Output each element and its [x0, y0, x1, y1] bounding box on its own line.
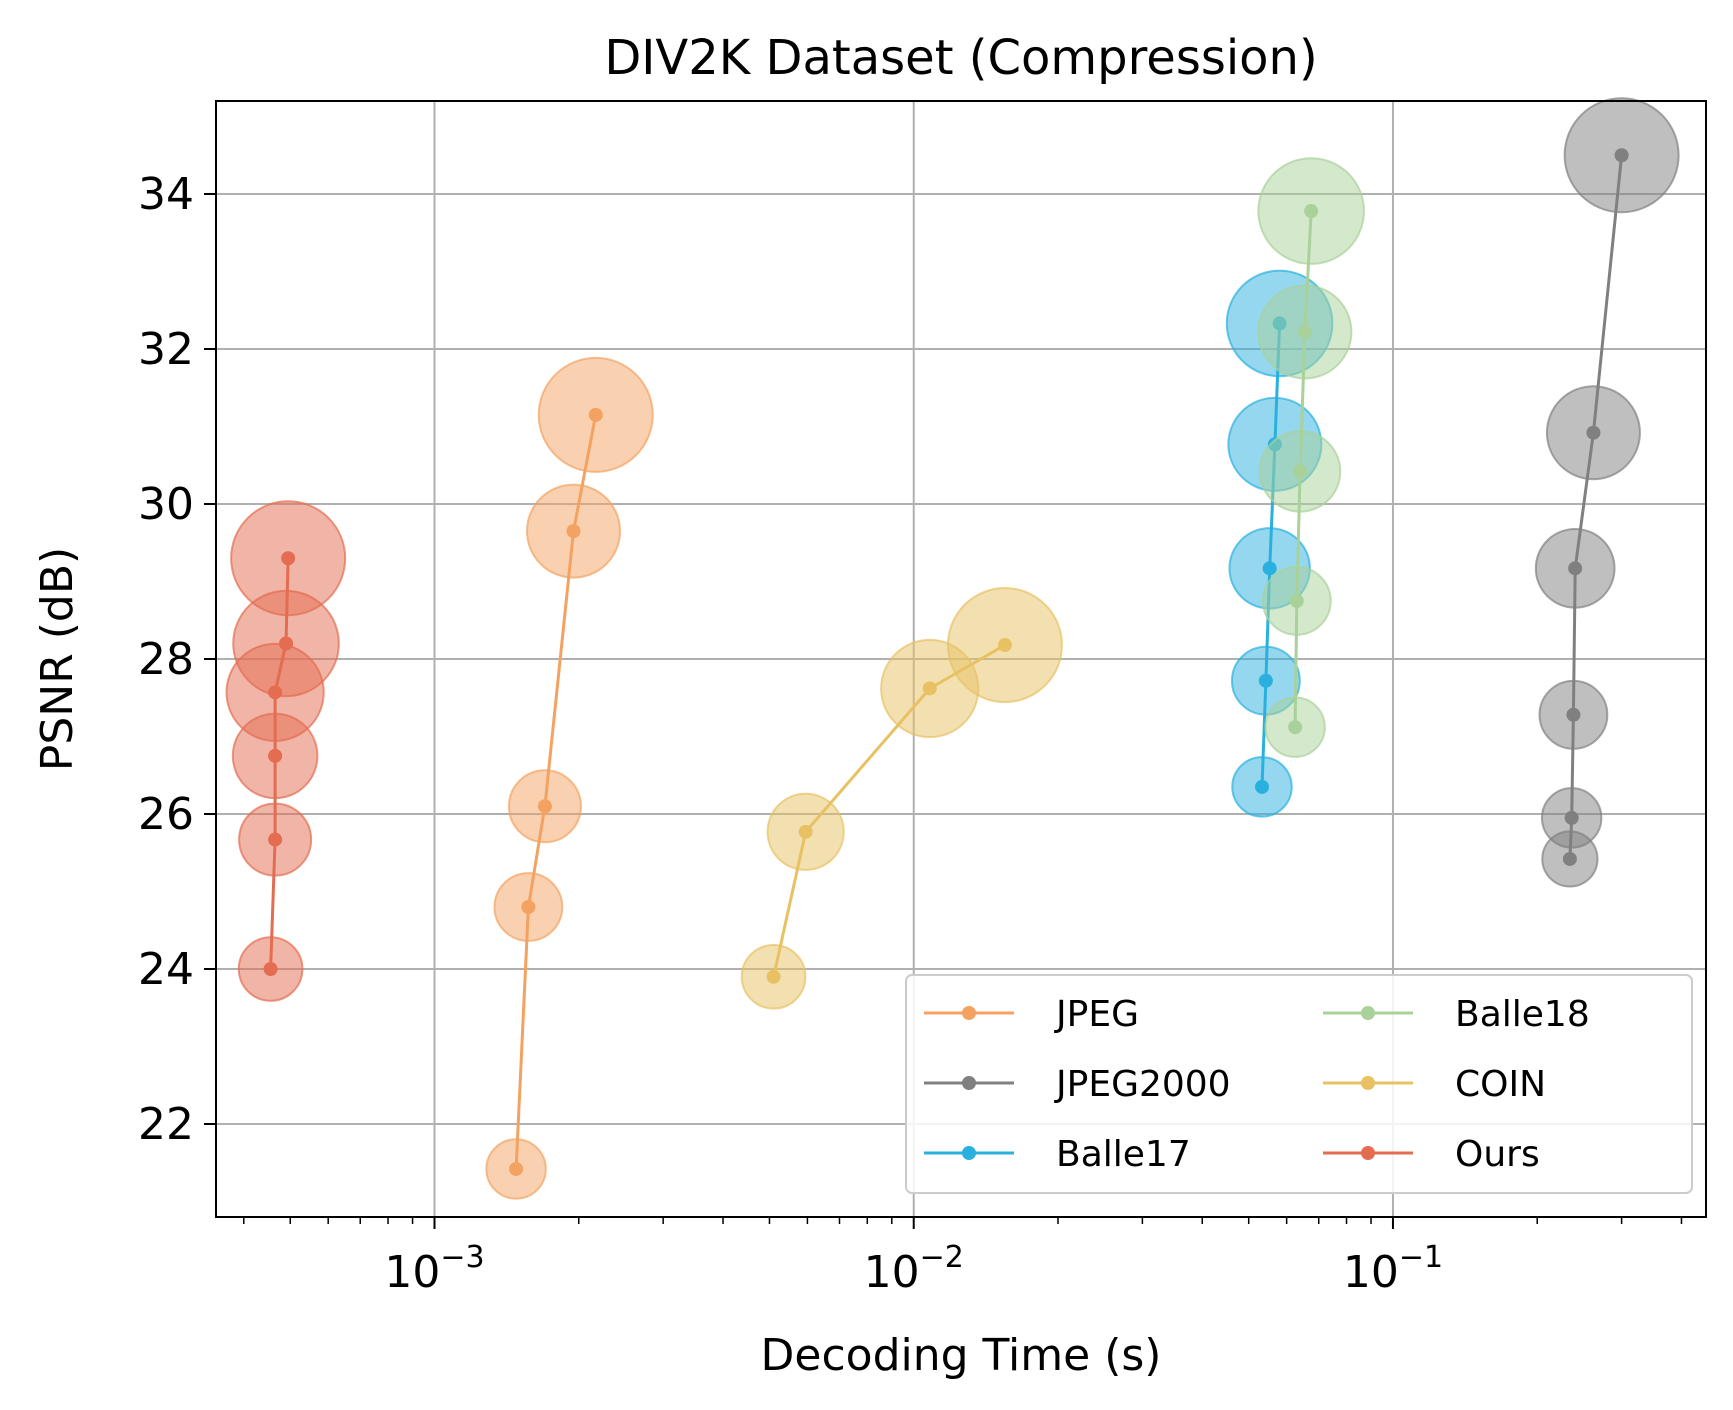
legend-swatch-marker: [962, 1006, 976, 1020]
data-point: [1564, 810, 1579, 825]
series-ours: [225, 500, 347, 1002]
series-line: [269, 558, 290, 970]
data-point: [1289, 593, 1304, 608]
data-point: [537, 799, 552, 814]
series-layer: [225, 97, 1680, 1200]
data-point: [798, 824, 813, 839]
legend-swatch-marker: [962, 1076, 976, 1090]
series-jpeg: [485, 356, 654, 1200]
data-point: [1586, 425, 1601, 440]
y-tick-label: 24: [138, 944, 194, 995]
data-point: [1568, 561, 1583, 576]
x-tick-label: 10−1: [1343, 1240, 1443, 1298]
data-point: [1258, 673, 1273, 688]
data-point: [1304, 204, 1319, 219]
x-tick-label: 10−2: [864, 1240, 964, 1298]
legend-label: Balle17: [1056, 1134, 1191, 1175]
series-line: [772, 643, 1006, 978]
series-jpeg2000: [1534, 97, 1680, 888]
y-tick-label: 26: [138, 789, 194, 840]
x-axis-title: Decoding Time (s): [761, 1330, 1162, 1381]
legend-item-balle18: Balle18: [1323, 994, 1590, 1035]
legend-swatch-marker: [1361, 1076, 1375, 1090]
y-tick-label: 28: [138, 634, 194, 685]
data-point: [588, 407, 603, 422]
data-point: [997, 638, 1012, 653]
legend-label: Balle18: [1455, 994, 1590, 1035]
legend-swatch-marker: [1361, 1006, 1375, 1020]
data-point: [766, 969, 781, 984]
y-tick-label: 32: [138, 324, 194, 375]
legend-label: JPEG2000: [1054, 1064, 1231, 1105]
legend-item-coin: COIN: [1323, 1064, 1546, 1105]
legend-item-jpeg: JPEG: [924, 994, 1139, 1035]
legend-label: JPEG: [1054, 994, 1139, 1035]
legend-label: COIN: [1455, 1064, 1546, 1105]
data-point: [268, 832, 283, 847]
series-balle18: [1257, 157, 1365, 758]
x-tick-label: 10−3: [384, 1240, 484, 1298]
series-coin: [740, 587, 1063, 1010]
data-point: [263, 962, 278, 976]
data-point: [1566, 707, 1581, 722]
data-point: [1262, 561, 1277, 576]
data-point: [1297, 324, 1312, 339]
legend-item-ours: Ours: [1323, 1134, 1540, 1175]
legend-swatch-marker: [962, 1146, 976, 1160]
axis-ticks: 10−3 10−2 10−1 22 24 26 28 30 32 34: [138, 169, 1683, 1298]
data-point: [509, 1161, 524, 1176]
y-tick-label: 34: [138, 169, 194, 220]
y-axis-title: PSNR (dB): [32, 547, 83, 771]
data-point: [1293, 464, 1308, 479]
legend-label: Ours: [1455, 1134, 1540, 1175]
data-point: [1254, 779, 1269, 794]
data-point: [922, 681, 937, 696]
legend-item-balle17: Balle17: [924, 1134, 1191, 1175]
y-tick-label: 30: [138, 479, 194, 530]
data-point: [279, 636, 294, 651]
chart-title: DIV2K Dataset (Compression): [604, 30, 1317, 86]
legend-swatch-marker: [1361, 1146, 1375, 1160]
data-point: [281, 551, 296, 566]
data-point: [566, 524, 581, 539]
y-tick-label: 22: [138, 1099, 194, 1150]
legend-box: [905, 974, 1693, 1194]
data-point: [1562, 851, 1577, 866]
legend-item-jpeg2000: JPEG2000: [924, 1064, 1231, 1105]
data-point: [268, 685, 283, 700]
legend: JPEG JPEG2000 Balle17 Balle18 COIN Ours: [905, 974, 1693, 1194]
data-point: [268, 748, 283, 763]
data-point: [1614, 148, 1629, 163]
data-point: [521, 900, 536, 914]
data-point: [1288, 720, 1303, 735]
